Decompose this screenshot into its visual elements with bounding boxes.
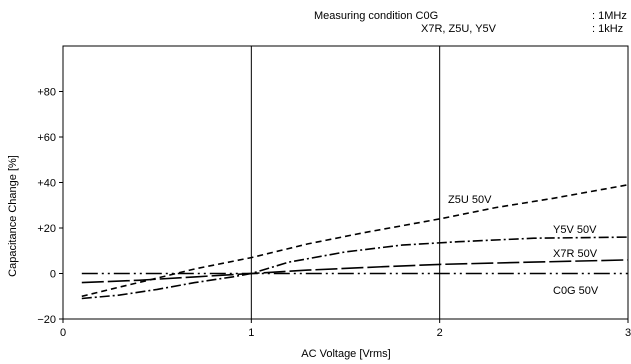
- chart-grid: [62, 45, 629, 320]
- y-tick-label: +20: [37, 223, 56, 235]
- x-tick-label: 2: [437, 327, 443, 339]
- y-axis-title: Capacitance Change [%]: [7, 155, 19, 277]
- condition-types-others: X7R, Z5U, Y5V: [421, 23, 496, 35]
- x-tick-label: 0: [60, 327, 66, 339]
- condition-types-c0g: C0G: [415, 10, 439, 22]
- chart-series: [81, 184, 629, 300]
- condition-freq-others: : 1kHz: [592, 23, 624, 35]
- series-line-2: [81, 259, 629, 284]
- y-tick-label: −20: [37, 314, 56, 326]
- series-annotation: C0G 50V: [553, 285, 599, 297]
- condition-heading: Measuring condition C0G: [314, 10, 439, 22]
- y-tick-label: +80: [37, 87, 56, 99]
- condition-freq-c0g: : 1MHz: [592, 10, 627, 22]
- chart-ticks: 0 1 2 3 +80 +60 +40 +20 0 −20: [37, 87, 631, 340]
- x-axis-title: AC Voltage [Vrms]: [301, 348, 390, 360]
- series-annotation: Y5V 50V: [553, 224, 597, 236]
- plot-frame: [62, 45, 629, 320]
- x-tick-label: 3: [625, 327, 631, 339]
- x-tick-label: 1: [248, 327, 254, 339]
- series-annotation: X7R 50V: [553, 248, 598, 260]
- y-tick-label: 0: [50, 269, 56, 281]
- chart-labels: Z5U 50V Y5V 50V X7R 50V C0G 50V: [448, 194, 599, 297]
- series-annotation: Z5U 50V: [448, 194, 492, 206]
- y-tick-label: +40: [37, 178, 56, 190]
- series-line-0: [81, 184, 629, 298]
- y-tick-label: +60: [37, 132, 56, 144]
